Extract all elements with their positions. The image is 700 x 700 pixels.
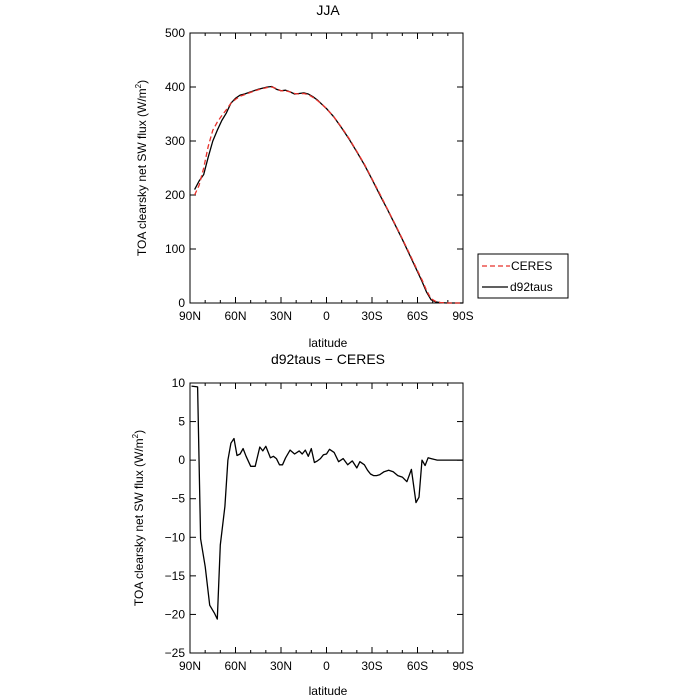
bottom-x-tick-label: 60N <box>224 659 246 673</box>
bottom-x-tick-label: 90N <box>179 659 201 673</box>
top-y-tick-label: 100 <box>165 242 185 256</box>
bottom-y-tick-label: −25 <box>165 646 186 660</box>
top-y-tick-label: 0 <box>178 296 185 310</box>
bottom-y-tick-label: −10 <box>165 530 186 544</box>
top-x-axis-label: latitude <box>309 336 348 350</box>
top-y-tick-label: 200 <box>165 188 185 202</box>
bottom-x-tick-label: 0 <box>323 659 330 673</box>
top-x-tick-label: 0 <box>323 309 330 323</box>
top-y-tick-label: 500 <box>165 26 185 40</box>
top-x-tick-label: 30S <box>361 309 382 323</box>
top-x-tick-label: 90S <box>452 309 473 323</box>
top-plot-frame <box>189 32 464 304</box>
bottom-series-line-difference <box>191 385 463 620</box>
bottom-y-tick-label: 10 <box>172 376 186 390</box>
top-y-axis-label: TOA clearsky net SW flux (W/m2) <box>134 80 149 256</box>
bottom-plot-frame <box>189 382 464 654</box>
bottom-chart-title: d92taus − CERES <box>271 351 385 367</box>
top-x-tick-label: 60S <box>407 309 428 323</box>
top-panel: JJA TOA clearsky net SW flux (W/m2) lati… <box>134 2 474 350</box>
bottom-y-axis-label-close: ) <box>132 430 146 434</box>
top-y-axis-label-superscript: 2 <box>134 83 143 88</box>
bottom-y-axis-label: TOA clearsky net SW flux (W/m2) <box>131 430 146 606</box>
top-chart-title: JJA <box>316 2 340 18</box>
bottom-y-tick-label: −15 <box>165 569 186 583</box>
bottom-panel: d92taus − CERES TOA clearsky net SW flux… <box>131 351 474 698</box>
top-series-line-ceres <box>194 86 463 304</box>
top-x-tick-label: 60N <box>224 309 246 323</box>
bottom-y-axis-label-superscript: 2 <box>131 433 140 438</box>
legend-d92taus-label: d92taus <box>510 280 553 294</box>
top-y-axis-label-close: ) <box>135 80 149 84</box>
bottom-x-tick-label: 90S <box>452 659 473 673</box>
bottom-plot-area: 90N 60N 30N 0 30S 60S 90S 10 5 0 −5 −10 −15 −20 −25 <box>165 376 474 673</box>
bottom-x-tick-label: 60S <box>407 659 428 673</box>
legend: CERES d92taus <box>477 253 569 299</box>
top-series-line-d92taus <box>194 85 463 304</box>
top-y-axis-label-text: TOA clearsky net SW flux (W/m <box>135 88 149 256</box>
bottom-y-tick-label: 0 <box>178 453 185 467</box>
bottom-x-axis-label: latitude <box>309 684 348 698</box>
legend-box <box>477 253 569 299</box>
top-y-tick-label: 400 <box>165 80 185 94</box>
top-plot-area: 90N 60N 30N 0 30S 60S 90S 0 100 200 300 400 500 <box>165 26 474 323</box>
top-y-tick-label: 300 <box>165 134 185 148</box>
bottom-y-axis-label-text: TOA clearsky net SW flux (W/m <box>132 438 146 606</box>
top-x-tick-label: 90N <box>179 309 201 323</box>
legend-ceres-label: CERES <box>511 259 552 273</box>
bottom-y-tick-label: 5 <box>178 415 185 429</box>
bottom-y-tick-label: −5 <box>171 492 185 506</box>
bottom-x-tick-label: 30S <box>361 659 382 673</box>
bottom-x-tick-label: 30N <box>270 659 292 673</box>
bottom-y-tick-label: −20 <box>165 607 186 621</box>
top-x-tick-label: 30N <box>270 309 292 323</box>
